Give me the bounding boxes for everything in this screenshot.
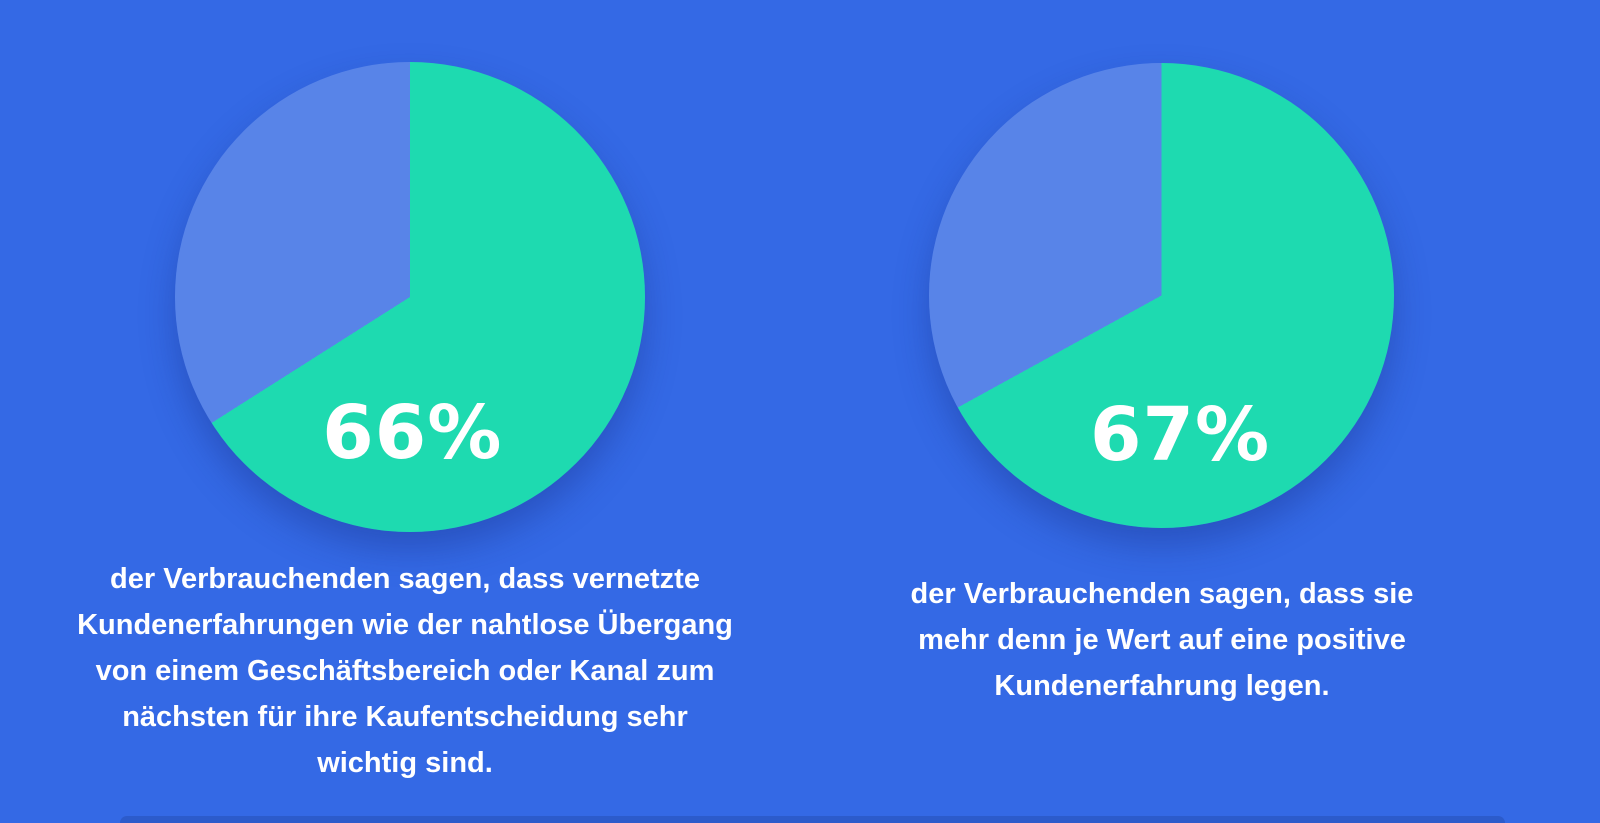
- next-section-edge: [120, 816, 1505, 823]
- stat-caption-67: der Verbrauchenden sagen, dass sie mehr …: [910, 578, 1414, 702]
- pie-percent-label-67: 67%: [1090, 392, 1271, 478]
- stat-caption-66: der Verbrauchenden sagen, dass vernetzte…: [77, 563, 733, 779]
- pie-chart-66: 66%: [175, 62, 645, 532]
- pie-percent-label-66: 66%: [322, 390, 503, 477]
- pie-chart-67: 67%: [929, 63, 1394, 528]
